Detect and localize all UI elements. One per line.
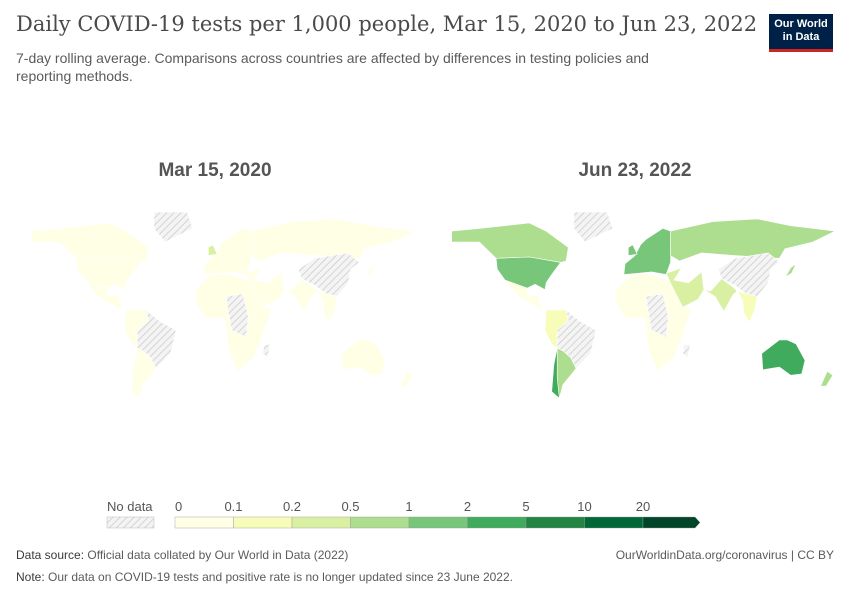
- region-uk[interactable]: [208, 244, 218, 256]
- source-url[interactable]: OurWorldinData.org/coronavirus | CC BY: [615, 548, 834, 562]
- map-2[interactable]: [451, 211, 837, 400]
- region-centralafrica[interactable]: [645, 293, 669, 338]
- legend-swatch: [233, 516, 293, 529]
- region-greenland[interactable]: [573, 211, 614, 243]
- legend-tick-label: 1: [405, 499, 412, 514]
- legend-swatch: [350, 516, 410, 529]
- region-seasia[interactable]: [736, 290, 758, 323]
- region-middleeast[interactable]: [665, 267, 705, 308]
- region-middleeast[interactable]: [245, 267, 285, 308]
- region-centralafrica[interactable]: [225, 293, 249, 338]
- region-europe[interactable]: [623, 228, 671, 275]
- legend-swatch: [174, 516, 234, 529]
- map-1[interactable]: [31, 211, 417, 400]
- region-usa[interactable]: [75, 256, 142, 291]
- region-china[interactable]: [297, 252, 360, 297]
- legend-no-data-swatch: [106, 516, 155, 529]
- note-text: Our data on COVID-19 tests and positive …: [48, 570, 513, 584]
- region-greenland[interactable]: [153, 211, 194, 243]
- region-australia[interactable]: [761, 339, 806, 376]
- region-nz[interactable]: [820, 370, 834, 387]
- legend-no-data-label: No data: [107, 499, 153, 514]
- region-nz[interactable]: [400, 370, 414, 387]
- chart-subtitle: 7-day rolling average. Comparisons acros…: [16, 50, 649, 84]
- legend-tick-label: 0.5: [341, 499, 359, 514]
- source-text[interactable]: Official data collated by Our World in D…: [87, 548, 349, 562]
- legend-swatch: [584, 516, 644, 529]
- map-label-1: Mar 15, 2020: [158, 160, 272, 181]
- data-source: Data source: Official data collated by O…: [16, 548, 348, 562]
- color-legend: No data 0 0.1 0.2 0.5 1 2 5 10 20: [106, 499, 701, 529]
- region-russia[interactable]: [670, 218, 837, 262]
- legend-swatch: [525, 516, 585, 529]
- legend-tick-label: 10: [577, 499, 591, 514]
- owid-logo[interactable]: Our World in Data: [769, 14, 833, 52]
- legend-tick-label: 2: [464, 499, 471, 514]
- legend-tick-label: 0.1: [224, 499, 242, 514]
- legend-swatch: [291, 516, 351, 529]
- note: Note: Our data on COVID-19 tests and pos…: [16, 570, 513, 584]
- region-madagascar[interactable]: [262, 343, 272, 359]
- legend-tick-label: 20: [636, 499, 650, 514]
- region-china[interactable]: [717, 252, 780, 297]
- chart-title: Daily COVID-19 tests per 1,000 people, M…: [16, 12, 758, 36]
- region-japan[interactable]: [779, 262, 797, 281]
- legend-tick-label: 0.2: [283, 499, 301, 514]
- region-mexico[interactable]: [84, 279, 129, 313]
- region-russia[interactable]: [250, 218, 417, 262]
- region-uk[interactable]: [627, 244, 638, 256]
- map-label-2: Jun 23, 2022: [578, 160, 692, 181]
- region-madagascar[interactable]: [682, 343, 692, 359]
- region-mexico[interactable]: [504, 279, 549, 313]
- region-usa[interactable]: [495, 256, 562, 291]
- legend-swatch: [642, 516, 701, 529]
- region-canada[interactable]: [31, 222, 149, 263]
- legend-tick-label: 0: [175, 499, 182, 514]
- note-label: Note:: [16, 570, 45, 584]
- region-seasia[interactable]: [316, 290, 338, 323]
- world-maps[interactable]: [0, 195, 850, 415]
- region-australia[interactable]: [341, 339, 386, 376]
- region-canada[interactable]: [451, 222, 569, 263]
- legend-swatch: [467, 516, 527, 529]
- region-argentina[interactable]: [556, 347, 577, 399]
- region-japan[interactable]: [359, 262, 377, 281]
- legend-tick-label: 5: [522, 499, 529, 514]
- legend-swatch: [408, 516, 468, 529]
- source-label: Data source:: [16, 548, 85, 562]
- region-argentina[interactable]: [136, 347, 157, 399]
- region-europe[interactable]: [203, 228, 251, 275]
